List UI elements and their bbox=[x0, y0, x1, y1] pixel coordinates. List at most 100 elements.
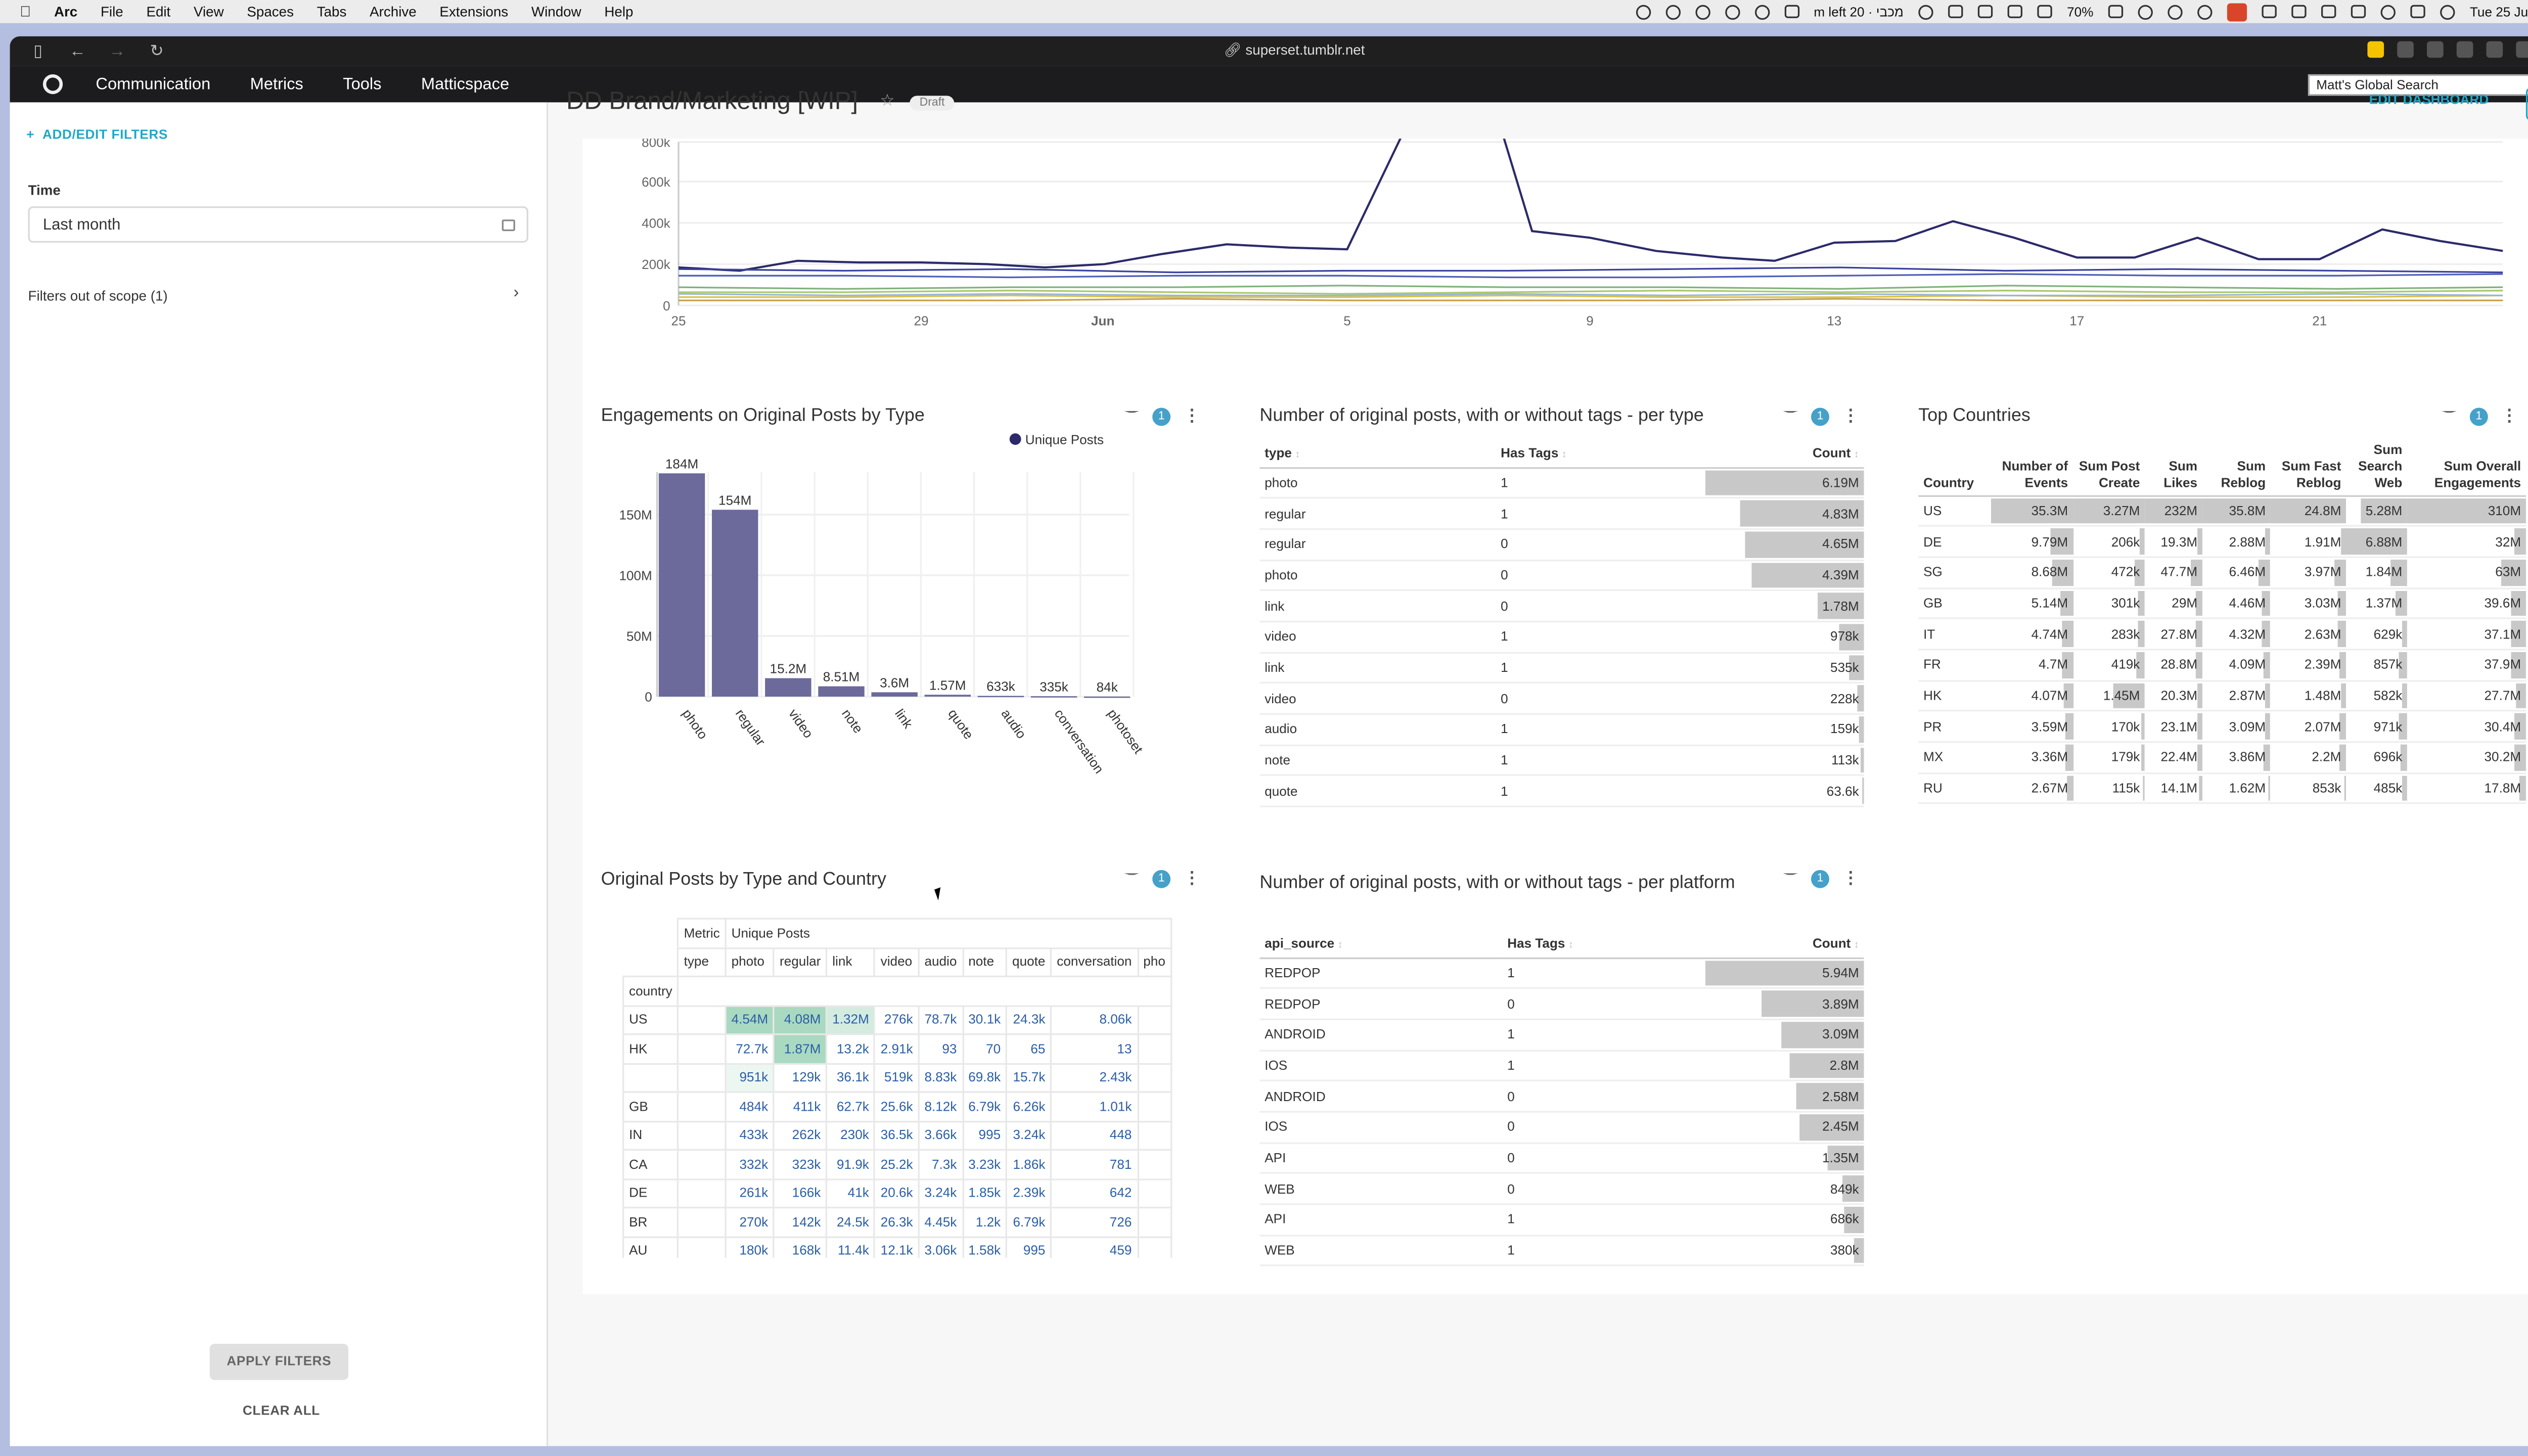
global-search-input[interactable]: Matt's Global Search bbox=[2308, 74, 2528, 96]
pivot-col-header[interactable]: regular bbox=[773, 946, 828, 978]
dashboard-menu-button[interactable]: ··· bbox=[2525, 87, 2528, 121]
table-row[interactable]: IOS 0 2.45M bbox=[1259, 1111, 1864, 1144]
col-header[interactable]: Sum Overall Engagements bbox=[2407, 436, 2526, 496]
bar[interactable] bbox=[1084, 696, 1131, 698]
dashboard-title[interactable]: DD Brand/Marketing [WIP] bbox=[566, 87, 859, 116]
microphone-icon[interactable] bbox=[2227, 2, 2247, 21]
time-filter-select[interactable]: Last month bbox=[28, 206, 528, 243]
bar[interactable] bbox=[658, 473, 705, 697]
app-icon[interactable] bbox=[2262, 5, 2277, 18]
app-icon[interactable] bbox=[1948, 5, 1963, 18]
menu-spaces[interactable]: Spaces bbox=[236, 3, 294, 20]
pivot-col-header[interactable]: photo bbox=[725, 946, 775, 978]
status-icon[interactable] bbox=[2138, 4, 2153, 19]
table-row[interactable]: GB 484k 411k 62.7k 25.6k 8.12k 6.79k 6.26k 1.01k bbox=[622, 1091, 1172, 1122]
table-row[interactable]: video 1 978k bbox=[1259, 621, 1864, 653]
menu-extensions[interactable]: Extensions bbox=[428, 3, 508, 20]
col-header-count[interactable]: Count ↕ bbox=[1705, 439, 1864, 468]
table-row[interactable]: API 1 686k bbox=[1259, 1204, 1864, 1236]
col-header[interactable]: Sum Likes bbox=[2145, 436, 2202, 496]
table-row[interactable]: audio 1 159k bbox=[1259, 714, 1864, 746]
nav-communication[interactable]: Communication bbox=[96, 75, 211, 94]
app-icon[interactable] bbox=[2291, 5, 2307, 18]
url-bar[interactable]: 🔗︎ superset.tumblr.net bbox=[10, 41, 2528, 60]
table-row[interactable]: photo 1 6.19M bbox=[1259, 467, 1864, 499]
search-icon[interactable] bbox=[1725, 4, 1740, 19]
screen-icon[interactable] bbox=[1977, 5, 1993, 18]
more-vert-icon[interactable]: ⋮ bbox=[2501, 406, 2518, 425]
bar[interactable] bbox=[1030, 696, 1077, 698]
table-row[interactable]: HK 4.07M 1.45M 20.3M 2.87M 1.48M 582k 27.7M bbox=[1918, 680, 2526, 712]
play-icon[interactable] bbox=[1665, 4, 1680, 19]
table-row[interactable]: photo 0 4.39M bbox=[1259, 560, 1864, 592]
bar[interactable] bbox=[818, 686, 865, 697]
table-row[interactable]: US 35.3M 3.27M 232M 35.8M 24.8M 5.28M 310M bbox=[1918, 495, 2526, 527]
pivot-table-container[interactable]: Metric Unique Posts type photo regular lin… bbox=[622, 918, 1189, 1258]
table-row[interactable]: MX 3.36M 179k 22.4M 3.86M 2.2M 696k 30.2M bbox=[1918, 742, 2526, 774]
col-header[interactable]: Sum Fast Reblog bbox=[2270, 436, 2346, 496]
table-row[interactable]: REDPOP 0 3.89M bbox=[1259, 988, 1864, 1020]
extension-icon[interactable] bbox=[2516, 41, 2528, 58]
col-header-has-tags[interactable]: Has Tags ↕ bbox=[1496, 439, 1706, 468]
bar[interactable] bbox=[871, 692, 918, 697]
pivot-col-header[interactable]: pho bbox=[1137, 946, 1172, 978]
col-header[interactable]: Sum Post Create bbox=[2072, 436, 2145, 496]
bar[interactable] bbox=[711, 510, 758, 697]
draft-badge[interactable]: Draft bbox=[910, 96, 955, 111]
table-row[interactable]: FR 4.7M 419k 28.8M 4.09M 2.39M 857k 37.9M bbox=[1918, 649, 2526, 681]
reload-icon[interactable]: ↻ bbox=[150, 42, 164, 61]
extension-icon[interactable] bbox=[2486, 41, 2503, 58]
star-icon[interactable]: ☆ bbox=[880, 92, 895, 111]
table-row[interactable]: IT 4.74M 283k 27.8M 4.32M 2.63M 629k 37.1M bbox=[1918, 618, 2526, 651]
col-header-count[interactable]: Count ↕ bbox=[1705, 929, 1864, 959]
col-header[interactable]: Country bbox=[1918, 436, 1991, 496]
table-row[interactable]: BR 270k 142k 24.5k 26.3k 4.45k 1.2k 6.79k 726 bbox=[622, 1206, 1172, 1238]
pivot-col-header[interactable]: conversation bbox=[1050, 946, 1139, 978]
extension-icon[interactable] bbox=[2456, 41, 2473, 58]
more-vert-icon[interactable]: ⋮ bbox=[1842, 406, 1859, 425]
menu-file[interactable]: File bbox=[89, 3, 123, 20]
table-row[interactable]: PR 3.59M 170k 23.1M 3.09M 2.07M 971k 30.4M bbox=[1918, 711, 2526, 743]
filter-count-badge[interactable]: 1 bbox=[1152, 870, 1171, 888]
table-row[interactable]: 951k 129k 36.1k 519k 8.83k 69.8k 15.7k 2.43k bbox=[622, 1062, 1172, 1093]
col-header-type[interactable]: type ↕ bbox=[1259, 439, 1496, 468]
clear-all-button[interactable]: CLEAR ALL bbox=[242, 1403, 320, 1418]
bluetooth-icon[interactable] bbox=[1754, 4, 1770, 19]
apple-icon[interactable]:  bbox=[20, 4, 31, 20]
add-edit-filters-button[interactable]: + ADD/EDIT FILTERS bbox=[26, 127, 168, 142]
table-row[interactable]: IOS 1 2.8M bbox=[1259, 1050, 1864, 1082]
more-vert-icon[interactable]: ⋮ bbox=[1842, 869, 1859, 888]
clock-icon[interactable] bbox=[2168, 4, 2183, 19]
siri-icon[interactable] bbox=[2440, 4, 2455, 19]
filter-count-badge[interactable]: 1 bbox=[1152, 407, 1171, 426]
col-header[interactable]: Sum Reblog bbox=[2202, 436, 2271, 496]
more-vert-icon[interactable]: ⋮ bbox=[1184, 869, 1200, 888]
table-row[interactable]: regular 1 4.83M bbox=[1259, 498, 1864, 530]
table-row[interactable]: AU 180k 168k 11.4k 12.1k 3.06k 1.58k 995 459 bbox=[622, 1236, 1172, 1258]
table-row[interactable]: GB 5.14M 301k 29M 4.46M 3.03M 1.37M 39.6M bbox=[1918, 587, 2526, 620]
filters-out-of-scope[interactable]: Filters out of scope (1) bbox=[28, 287, 168, 304]
sidebar-toggle-icon[interactable]: ▯ bbox=[33, 42, 43, 61]
more-vert-icon[interactable]: ⋮ bbox=[1184, 406, 1200, 425]
superset-logo-icon[interactable] bbox=[42, 74, 63, 95]
extension-icon[interactable] bbox=[2426, 41, 2444, 58]
table-row[interactable]: quote 1 63.6k bbox=[1259, 776, 1864, 807]
filter-icon[interactable] bbox=[1783, 873, 1798, 885]
extension-icon[interactable] bbox=[2367, 41, 2384, 58]
battery-percent[interactable]: 70% bbox=[2067, 4, 2094, 19]
table-row[interactable]: HK 72.7k 1.87M 13.2k 2.91k 93 70 65 13 bbox=[622, 1033, 1172, 1064]
apply-filters-button[interactable]: APPLY FILTERS bbox=[209, 1343, 348, 1380]
col-header[interactable]: Number of Events bbox=[1990, 436, 2073, 496]
table-row[interactable]: video 0 228k bbox=[1259, 683, 1864, 715]
app-icon[interactable] bbox=[2321, 5, 2336, 18]
menu-edit[interactable]: Edit bbox=[135, 3, 170, 20]
legend-label[interactable]: Unique Posts bbox=[1025, 433, 1104, 447]
col-header[interactable]: Sum Search Web bbox=[2346, 436, 2408, 496]
pivot-col-header[interactable]: link bbox=[826, 946, 876, 978]
filter-count-badge[interactable]: 1 bbox=[2469, 407, 2488, 426]
table-row[interactable]: RU 2.67M 115k 14.1M 1.62M 853k 485k 17.8M bbox=[1918, 772, 2526, 805]
menu-tabs[interactable]: Tabs bbox=[305, 3, 347, 20]
filter-count-badge[interactable]: 1 bbox=[1811, 407, 1829, 426]
pivot-col-header[interactable]: video bbox=[874, 946, 920, 978]
filter-count-badge[interactable]: 1 bbox=[1811, 870, 1829, 888]
